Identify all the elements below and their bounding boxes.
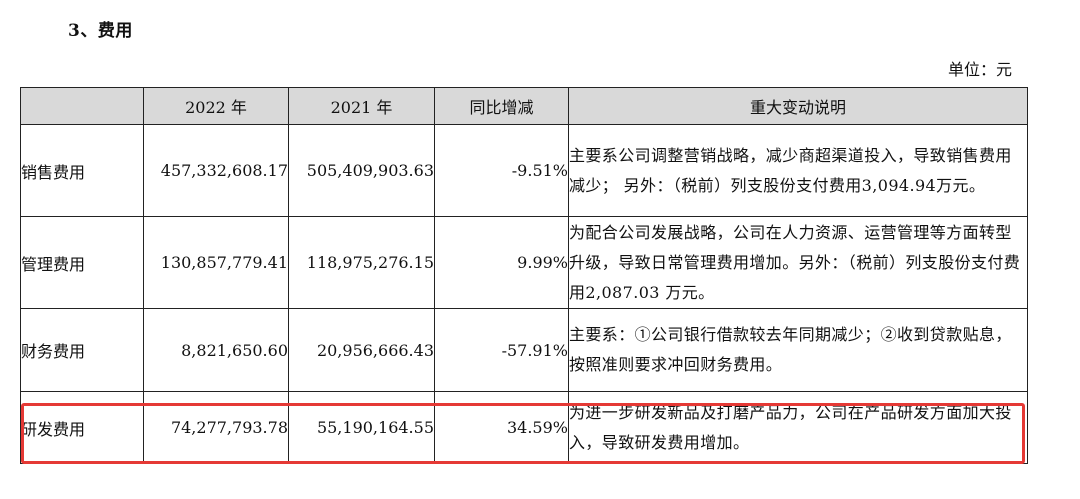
value-2021: 118,975,276.15: [288, 216, 435, 309]
table-row-sales-expense: 销售费用 457,332,608.17 505,409,903.63 -9.51…: [20, 124, 1028, 217]
table-header-row: 2022 年 2021 年 同比增减 重大变动说明: [20, 87, 1028, 125]
header-yoy-change: 同比增减: [434, 87, 569, 125]
value-2021: 505,409,903.63: [288, 124, 435, 217]
value-2021: 55,190,164.55: [288, 391, 435, 464]
header-item: [20, 87, 144, 125]
change-description: 主要系：①公司银行借款较去年同期减少；②收到贷款贴息，按照准则要求冲回财务费用。: [568, 308, 1028, 392]
change-description: 为进一步研发新品及打磨产品力，公司在产品研发方面加大投入，导致研发费用增加。: [568, 391, 1028, 464]
change-description: 为配合公司发展战略，公司在人力资源、运营管理等方面转型升级，导致日常管理费用增加…: [568, 216, 1028, 309]
yoy-change: -9.51%: [434, 124, 569, 217]
value-2021: 20,956,666.43: [288, 308, 435, 392]
table-row-finance-expense: 财务费用 8,821,650.60 20,956,666.43 -57.91% …: [20, 308, 1028, 392]
yoy-change: 9.99%: [434, 216, 569, 309]
table-row-admin-expense: 管理费用 130,857,779.41 118,975,276.15 9.99%…: [20, 216, 1028, 309]
row-name: 管理费用: [20, 216, 144, 309]
yoy-change: -57.91%: [434, 308, 569, 392]
header-2022: 2022 年: [143, 87, 289, 125]
header-change-description: 重大变动说明: [568, 87, 1028, 125]
table-row-rd-expense: 研发费用 74,277,793.78 55,190,164.55 34.59% …: [20, 391, 1028, 464]
section-title: 3、费用: [68, 21, 133, 41]
row-name: 财务费用: [20, 308, 144, 392]
expense-table: 2022 年 2021 年 同比增减 重大变动说明 销售费用 457,332,6…: [20, 87, 1028, 464]
row-name: 研发费用: [20, 391, 144, 464]
value-2022: 130,857,779.41: [143, 216, 289, 309]
yoy-change: 34.59%: [434, 391, 569, 464]
unit-label: 单位：元: [947, 60, 1012, 79]
value-2022: 457,332,608.17: [143, 124, 289, 217]
value-2022: 74,277,793.78: [143, 391, 289, 464]
change-description: 主要系公司调整营销战略，减少商超渠道投入，导致销售费用减少； 另外：（税前）列支…: [568, 124, 1028, 217]
value-2022: 8,821,650.60: [143, 308, 289, 392]
row-name: 销售费用: [20, 124, 144, 217]
header-2021: 2021 年: [288, 87, 435, 125]
